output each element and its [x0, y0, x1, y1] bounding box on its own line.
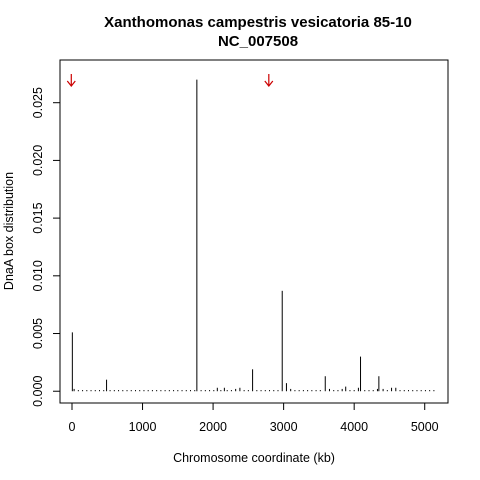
chart-subtitle: NC_007508 [218, 33, 298, 50]
x-tick-label: 1000 [129, 420, 157, 434]
x-axis: 0 1000 2000 3000 4000 5000 [69, 402, 439, 434]
x-tick-label: 0 [69, 420, 76, 434]
y-tick-label: 0.005 [31, 318, 45, 349]
y-tick-label: 0.000 [31, 376, 45, 407]
chart-title: Xanthomonas campestris vesicatoria 85-10 [104, 14, 412, 31]
annotation-arrows [66, 74, 274, 87]
x-tick-label: 2000 [199, 420, 227, 434]
y-axis: 0.000 0.005 0.010 0.015 0.020 0.025 [31, 87, 61, 407]
red-arrow-icon [66, 74, 76, 87]
x-tick-label: 5000 [411, 420, 439, 434]
x-axis-label: Chromosome coordinate (kb) [173, 451, 335, 465]
plot-frame [59, 59, 449, 404]
x-tick-label: 4000 [340, 420, 368, 434]
y-tick-label: 0.020 [31, 145, 45, 176]
spike-series [71, 79, 435, 392]
y-axis-label: DnaA box distribution [2, 172, 16, 290]
y-tick-label: 0.025 [31, 87, 45, 118]
x-tick-label: 3000 [270, 420, 298, 434]
red-arrow-icon [264, 74, 274, 87]
y-tick-label: 0.010 [31, 260, 45, 291]
y-tick-label: 0.015 [31, 202, 45, 233]
